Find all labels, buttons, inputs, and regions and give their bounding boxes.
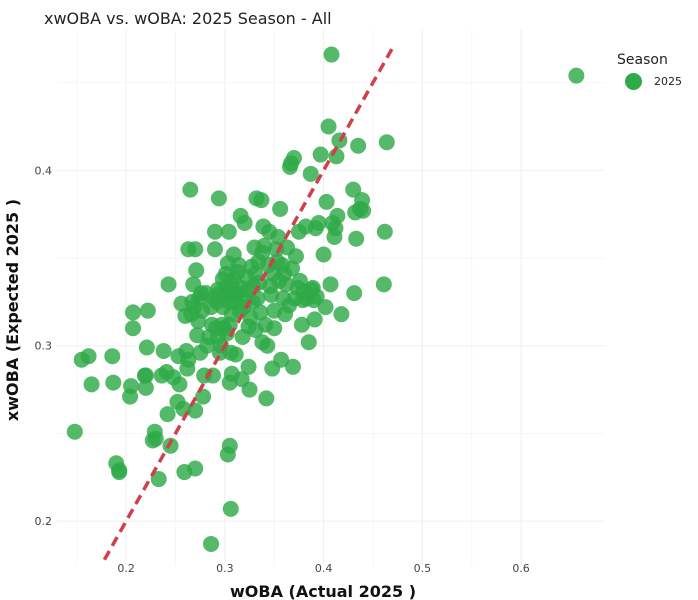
x-tick-label: 0.3 — [216, 562, 234, 575]
data-point — [346, 285, 363, 302]
y-axis-title: xwOBA (Expected 2025 ) — [3, 199, 22, 421]
data-point — [348, 230, 365, 247]
chart-title: xwOBA vs. wOBA: 2025 Season - All — [44, 9, 332, 28]
data-point — [329, 207, 346, 224]
data-point — [105, 374, 122, 391]
x-tick-label: 0.2 — [117, 562, 135, 575]
data-points — [66, 46, 585, 552]
data-point — [220, 223, 237, 240]
x-tick-label: 0.6 — [512, 562, 530, 575]
data-point — [139, 302, 156, 319]
data-point — [253, 192, 270, 209]
data-point — [252, 304, 269, 321]
data-point — [111, 464, 128, 481]
data-point — [125, 304, 142, 321]
data-point — [147, 430, 164, 447]
data-point — [310, 214, 327, 231]
data-point — [302, 165, 319, 182]
legend-swatch — [625, 73, 642, 90]
data-point — [333, 306, 350, 323]
data-point — [66, 423, 83, 440]
data-point — [327, 220, 344, 237]
data-point — [187, 241, 204, 258]
data-point — [300, 334, 317, 351]
reference-line — [102, 43, 397, 561]
data-point — [83, 376, 100, 393]
data-point — [188, 262, 205, 279]
reference-line-layer — [102, 43, 397, 561]
data-point — [241, 381, 258, 398]
data-point — [568, 67, 585, 84]
data-point — [137, 367, 154, 384]
data-point — [206, 223, 223, 240]
data-point — [236, 214, 253, 231]
data-point — [376, 223, 393, 240]
legend-title: Season — [617, 52, 668, 68]
legend-label: 2025 — [654, 75, 682, 88]
data-point — [182, 181, 199, 198]
data-point — [273, 351, 290, 368]
data-point — [259, 337, 276, 354]
data-point — [230, 257, 247, 274]
data-point — [123, 378, 140, 395]
y-tick-label: 0.2 — [35, 515, 53, 528]
data-point — [315, 246, 332, 263]
data-point — [187, 460, 204, 477]
data-point — [80, 348, 97, 365]
data-point — [345, 181, 362, 198]
data-point — [227, 346, 244, 363]
data-point — [180, 351, 197, 368]
data-point — [160, 276, 177, 293]
data-point — [249, 290, 266, 307]
data-point — [320, 118, 337, 135]
data-point — [189, 327, 206, 344]
data-point — [266, 320, 283, 337]
data-point — [317, 299, 334, 316]
data-point — [258, 390, 275, 407]
legend: Season 2025 — [617, 52, 682, 90]
grid-lines — [57, 30, 605, 565]
data-point — [138, 339, 155, 356]
data-point — [318, 193, 335, 210]
legend-item-2025: 2025 — [625, 73, 682, 90]
data-point — [283, 260, 300, 277]
data-point — [125, 320, 142, 337]
data-point — [308, 288, 325, 305]
y-tick-label: 0.4 — [35, 164, 53, 177]
tick-labels: 0.2 0.3 0.4 0.5 0.6 0.2 0.3 0.4 — [35, 164, 530, 575]
data-point — [375, 276, 392, 293]
data-point — [355, 202, 372, 219]
data-point — [171, 376, 188, 393]
data-point — [137, 379, 154, 396]
data-point — [323, 46, 340, 63]
data-point — [285, 150, 302, 167]
x-axis-title: wOBA (Actual 2025 ) — [230, 582, 416, 600]
data-point — [350, 137, 367, 154]
data-point — [206, 241, 223, 258]
data-point — [272, 200, 289, 217]
y-tick-label: 0.3 — [35, 340, 53, 353]
data-point — [221, 437, 238, 454]
data-point — [222, 500, 239, 517]
x-tick-label: 0.4 — [315, 562, 333, 575]
data-point — [287, 248, 304, 265]
x-tick-label: 0.5 — [414, 562, 432, 575]
data-point — [150, 471, 167, 488]
data-point — [210, 190, 227, 207]
data-point — [284, 358, 301, 375]
data-point — [155, 343, 172, 359]
data-point — [104, 348, 121, 365]
data-point — [159, 406, 176, 423]
data-point — [312, 146, 329, 163]
data-point — [203, 535, 220, 552]
data-point — [322, 276, 339, 293]
data-point — [293, 316, 310, 333]
data-point — [240, 358, 257, 375]
data-point — [378, 134, 395, 151]
data-point — [270, 228, 287, 245]
data-point — [306, 311, 323, 328]
